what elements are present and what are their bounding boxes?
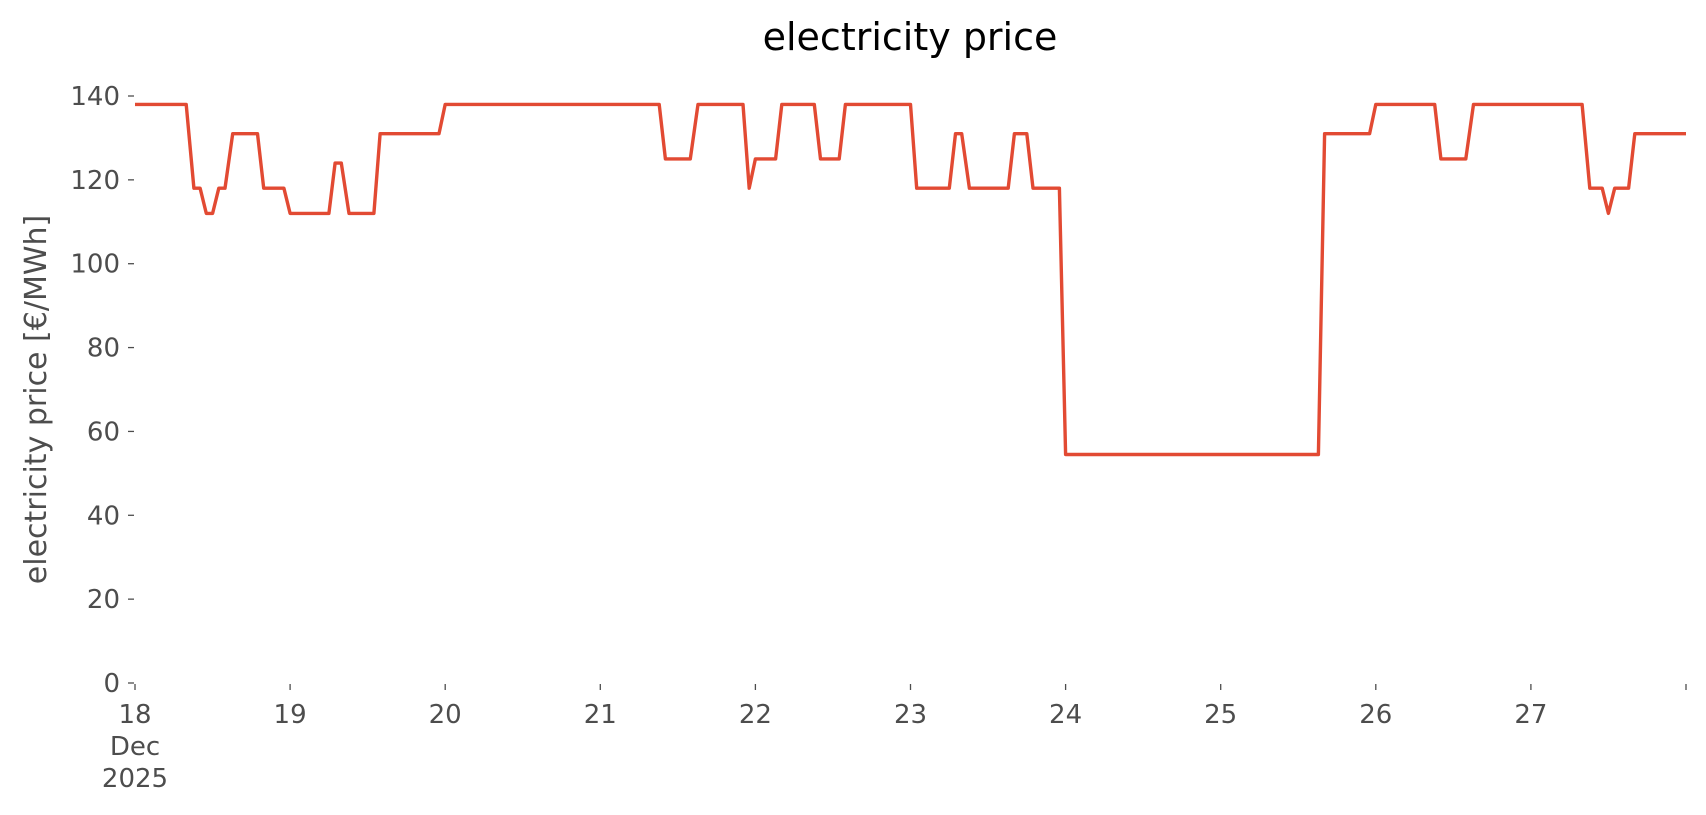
- chart-title: electricity price: [763, 15, 1058, 59]
- y-tick-label: 140: [70, 82, 120, 112]
- x-tick-label: 27: [1514, 700, 1547, 730]
- y-tick-label: 20: [87, 585, 120, 615]
- x-tick-label: 23: [894, 700, 927, 730]
- x-tick-label: 26: [1359, 700, 1392, 730]
- y-tick-label: 60: [87, 417, 120, 447]
- series-line: [135, 102, 1686, 457]
- y-tick-label: 80: [87, 334, 120, 364]
- x-tick-label: 22: [739, 700, 772, 730]
- y-axis-label: electricity price [€/MWh]: [19, 215, 54, 584]
- y-axis: 0 20 40 60 80 100 120 140: [70, 82, 134, 699]
- y-tick-label: 0: [103, 669, 120, 699]
- x-tick-label: 18: [118, 700, 151, 730]
- y-tick-label: 40: [87, 501, 120, 531]
- series-layer: [135, 102, 1686, 457]
- y-tick-label: 100: [70, 250, 120, 280]
- x-tick-label: 20: [429, 700, 462, 730]
- x-tick-label: Dec: [110, 732, 160, 762]
- x-tick-label: 24: [1049, 700, 1082, 730]
- x-tick-label: 19: [274, 700, 307, 730]
- x-tick-label: 2025: [102, 764, 168, 794]
- y-tick-label: 120: [70, 166, 120, 196]
- x-tick-label: 21: [584, 700, 617, 730]
- x-tick-label: 25: [1204, 700, 1237, 730]
